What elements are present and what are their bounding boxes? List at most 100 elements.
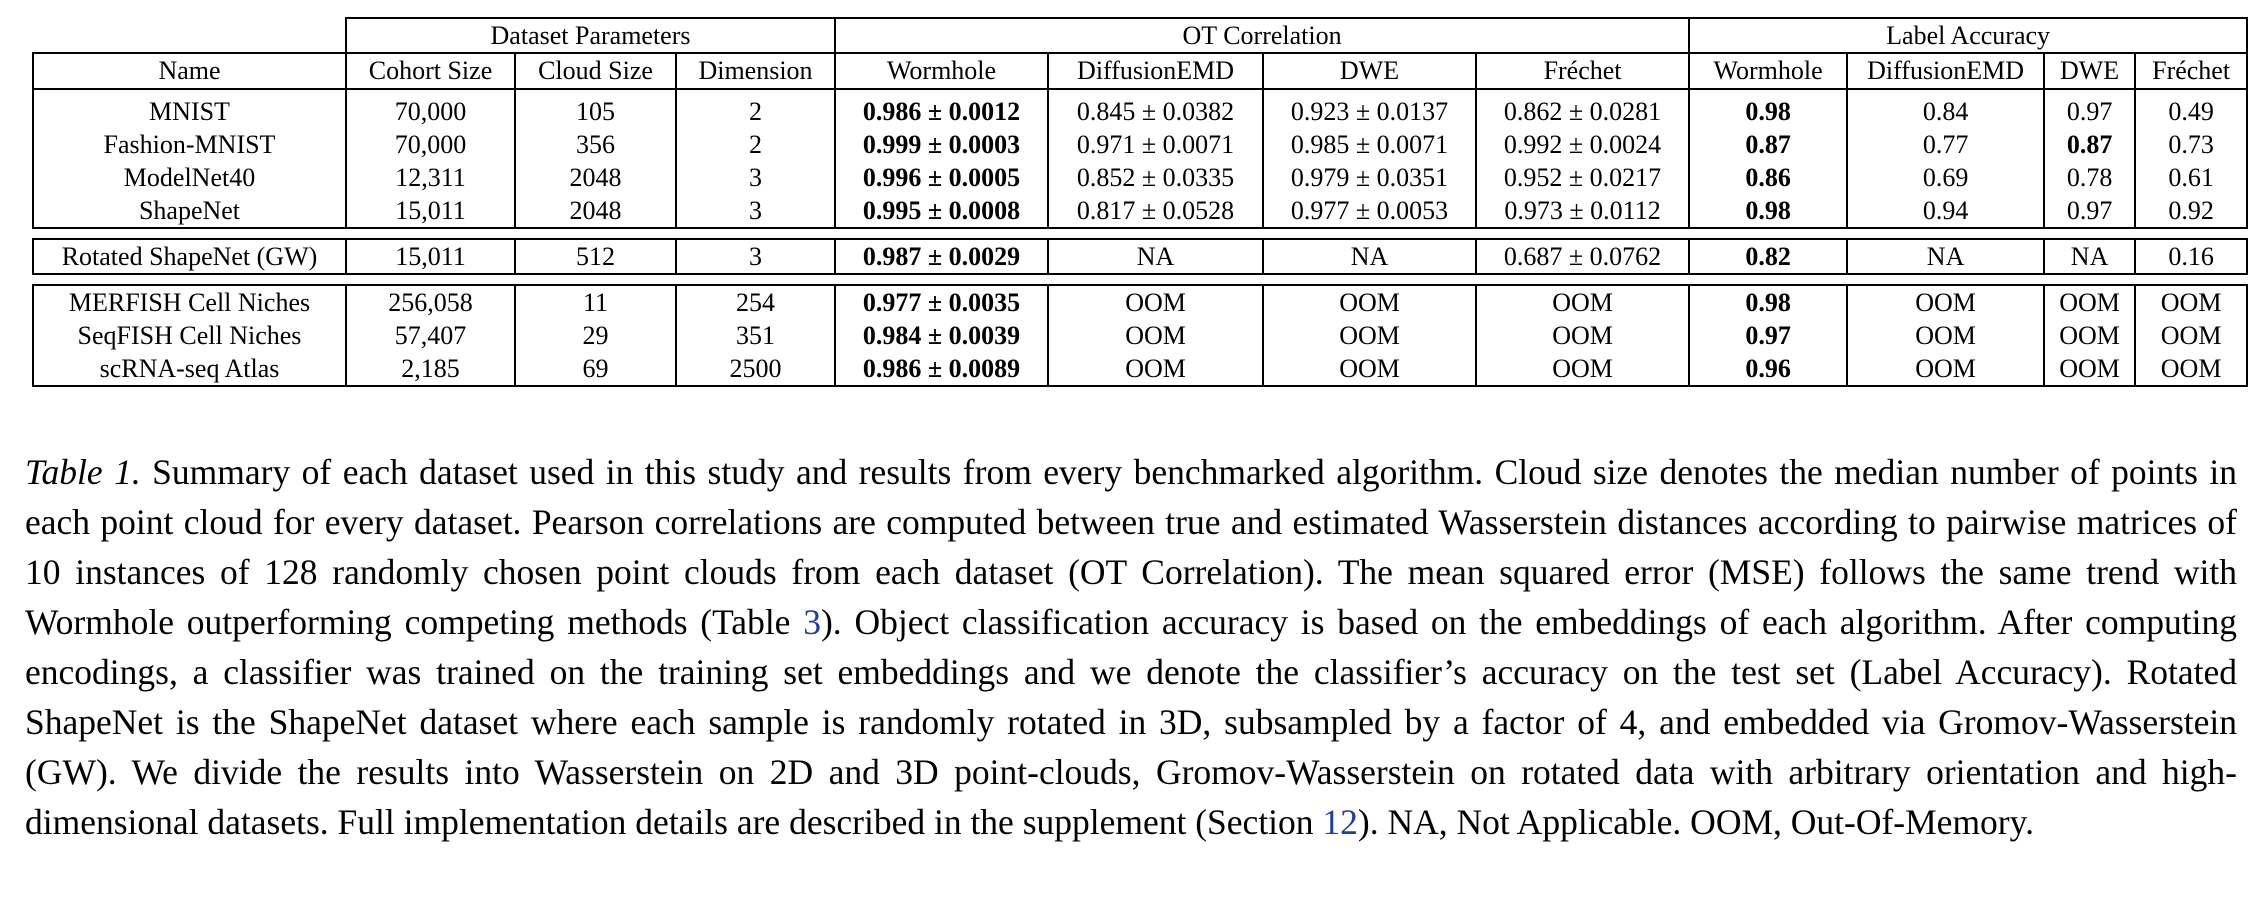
table-row: Rotated ShapeNet (GW) 15,011 512 3 0.987 ± 0… xyxy=(32,238,2249,275)
column-header: Wormhole xyxy=(834,52,1050,89)
table-row: ShapeNet 15,011 2048 3 0.995 ± 0.0008 0.817 ±… xyxy=(32,194,2249,229)
table-cell: OOM xyxy=(1475,352,1691,387)
table-cell: OOM xyxy=(1475,284,1691,319)
table-cell: 0.97 xyxy=(2043,95,2137,128)
table-row: scRNA-seq Atlas 2,185 69 2500 0.986 ± 0.0089… xyxy=(32,352,2249,387)
results-table: Dataset Parameters OT Correlation Label … xyxy=(32,17,2249,387)
column-header: DiffusionEMD xyxy=(1047,52,1265,89)
table-cell: 356 xyxy=(514,128,677,161)
table-cell: OOM xyxy=(1475,319,1691,352)
dataset-name-cell: ModelNet40 xyxy=(32,161,347,194)
table-row: MERFISH Cell Niches 256,058 11 254 0.977 ± 0… xyxy=(32,284,2249,319)
table-cell: 0.971 ± 0.0071 xyxy=(1047,128,1265,161)
separator-cell xyxy=(674,88,837,95)
table-cell: 0.845 ± 0.0382 xyxy=(1047,95,1265,128)
caption-text-3: ). NA, Not Applicable. OOM, Out-Of-Memor… xyxy=(1357,802,2034,842)
header-spacer xyxy=(33,18,347,53)
dataset-name-cell: MNIST xyxy=(32,95,347,128)
table-cell: 0.687 ± 0.0762 xyxy=(1475,238,1691,275)
table-cell: 3 xyxy=(674,238,837,275)
table-cell: 0.94 xyxy=(1846,194,2046,229)
dataset-name-cell: MERFISH Cell Niches xyxy=(32,284,347,319)
table-cell: 11 xyxy=(514,284,677,319)
table-cell: OOM xyxy=(1262,319,1478,352)
table-cell: 0.977 ± 0.0053 xyxy=(1262,194,1478,229)
section-reference-link[interactable]: 12 xyxy=(1322,802,1358,842)
table-cell: 0.992 ± 0.0024 xyxy=(1475,128,1691,161)
column-header: Wormhole xyxy=(1688,52,1849,89)
table-reference-link[interactable]: 3 xyxy=(803,602,821,642)
table-caption: Table 1. Summary of each dataset used in… xyxy=(25,447,2237,847)
column-header: Cloud Size xyxy=(514,52,677,89)
table-cell: 0.86 xyxy=(1688,161,1849,194)
table-cell: 0.78 xyxy=(2043,161,2137,194)
separator-cell xyxy=(514,88,677,95)
table-cell: 351 xyxy=(674,319,837,352)
caption-text-1: Summary of each dataset used in this stu… xyxy=(25,452,2237,642)
table-cell: NA xyxy=(1846,238,2046,275)
table-cell: 0.984 ± 0.0039 xyxy=(834,319,1050,352)
separator-cell xyxy=(345,88,516,95)
table-cell: OOM xyxy=(1262,284,1478,319)
table-cell: 0.952 ± 0.0217 xyxy=(1475,161,1691,194)
table-cell: OOM xyxy=(1846,319,2046,352)
table-cell: 0.61 xyxy=(2134,161,2249,194)
table-cell: 70,000 xyxy=(345,95,516,128)
table-cell: 0.98 xyxy=(1688,284,1849,319)
dataset-name-cell: Rotated ShapeNet (GW) xyxy=(32,238,347,275)
separator-cell xyxy=(1475,88,1691,95)
table-cell: 2048 xyxy=(514,161,677,194)
table-cell: 57,407 xyxy=(345,319,516,352)
table-cell: 15,011 xyxy=(345,238,516,275)
gap-cell xyxy=(33,227,2248,239)
table-cell: 69 xyxy=(514,352,677,387)
separator-cell xyxy=(1047,88,1265,95)
column-header-row: Name Cohort Size Cloud Size Dimension Wormho… xyxy=(32,52,2249,89)
table-cell: OOM xyxy=(1846,284,2046,319)
separator-cell xyxy=(32,88,347,95)
table-cell: 0.987 ± 0.0029 xyxy=(834,238,1050,275)
table-cell: 2500 xyxy=(674,352,837,387)
table-cell: 0.985 ± 0.0071 xyxy=(1262,128,1478,161)
table-cell: OOM xyxy=(2134,284,2249,319)
group-header-label-accuracy: Label Accuracy xyxy=(1688,17,2249,54)
table-cell: OOM xyxy=(2043,284,2137,319)
table-cell: 0.852 ± 0.0335 xyxy=(1047,161,1265,194)
column-header: Cohort Size xyxy=(345,52,516,89)
table-cell: 2 xyxy=(674,95,837,128)
table-cell: OOM xyxy=(2134,352,2249,387)
table-cell: 0.49 xyxy=(2134,95,2249,128)
table-cell: OOM xyxy=(1047,319,1265,352)
table-cell: NA xyxy=(1047,238,1265,275)
separator-cell xyxy=(834,88,1050,95)
table-cell: OOM xyxy=(1047,352,1265,387)
table-cell: 70,000 xyxy=(345,128,516,161)
table-cell: OOM xyxy=(2043,352,2137,387)
table-cell: 0.986 ± 0.0012 xyxy=(834,95,1050,128)
table-cell: 256,058 xyxy=(345,284,516,319)
column-header: DWE xyxy=(2043,52,2137,89)
column-header: DiffusionEMD xyxy=(1846,52,2046,89)
table-cell: 3 xyxy=(674,194,837,229)
gap-cell xyxy=(33,273,2248,285)
table-cell: OOM xyxy=(1846,352,2046,387)
table-cell: 512 xyxy=(514,238,677,275)
table-cell: 0.92 xyxy=(2134,194,2249,229)
dataset-name-cell: SeqFISH Cell Niches xyxy=(32,319,347,352)
table-cell: 15,011 xyxy=(345,194,516,229)
group-header-dataset-parameters: Dataset Parameters xyxy=(344,17,837,54)
table-row: Fashion-MNIST 70,000 356 2 0.999 ± 0.0003 0.9… xyxy=(32,128,2249,161)
table-cell: 0.999 ± 0.0003 xyxy=(834,128,1050,161)
table-cell: 0.996 ± 0.0005 xyxy=(834,161,1050,194)
group-header-ot-correlation: OT Correlation xyxy=(834,17,1691,54)
table-cell: 0.87 xyxy=(2043,128,2137,161)
separator-cell xyxy=(2043,88,2137,95)
header-separator xyxy=(32,88,2249,95)
table-cell: 0.69 xyxy=(1846,161,2046,194)
table-cell: 0.87 xyxy=(1688,128,1849,161)
table-cell: 0.97 xyxy=(1688,319,1849,352)
column-header: Dimension xyxy=(674,52,837,89)
table-cell: 0.97 xyxy=(2043,194,2137,229)
separator-cell xyxy=(1846,88,2046,95)
table-cell: 0.98 xyxy=(1688,95,1849,128)
